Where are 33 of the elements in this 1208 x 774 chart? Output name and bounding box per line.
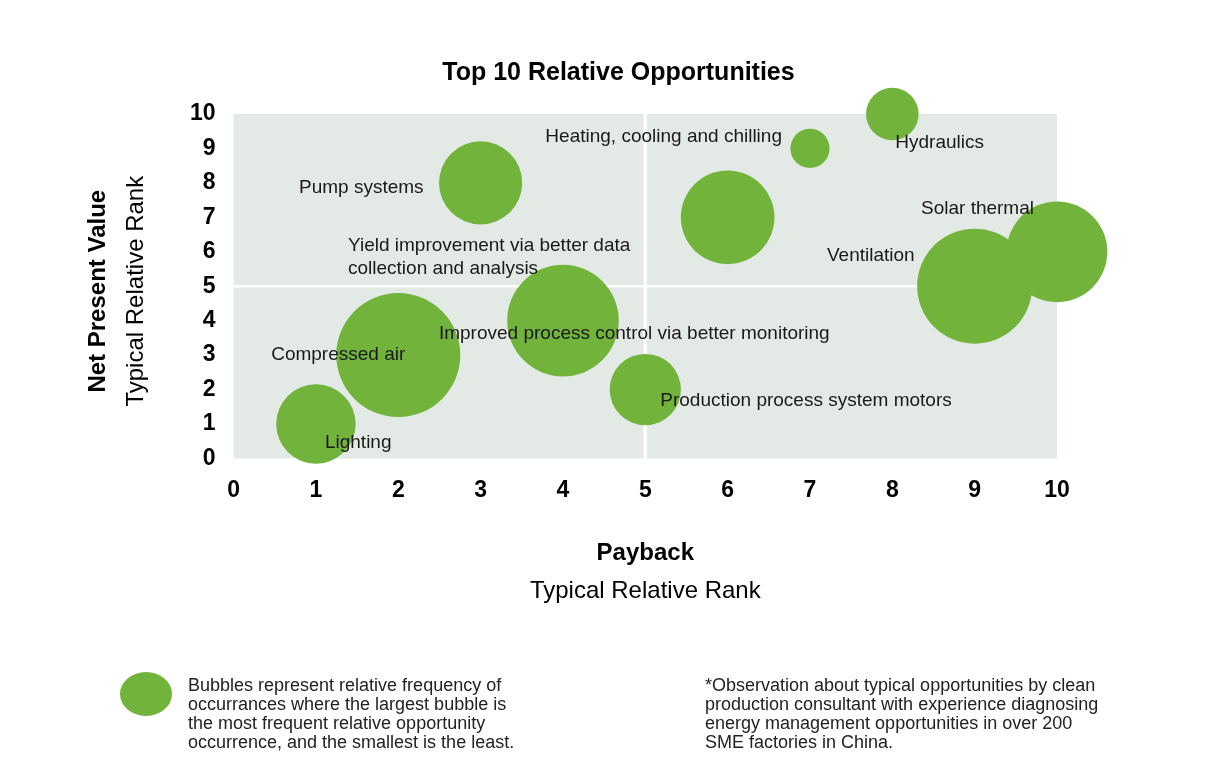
x-tick-label: 2 (391, 475, 405, 502)
y-tick-label: 10 (189, 99, 216, 126)
y-axis-title: Net Present Value Typical Relative Rank (83, 174, 149, 407)
x-tick-label: 6 (721, 475, 735, 502)
chart-title: Top 10 Relative Opportunities (442, 56, 795, 85)
x-tick-label: 0 (227, 475, 240, 502)
y-tick-label: 7 (202, 202, 216, 229)
y-tick-label: 0 (202, 443, 216, 470)
text: *Observation about typical opportunities by clean production consultant with experience diagnosing energy management opportunities in over 200 SME factories in China. (705, 675, 1100, 752)
x-tick-label: 5 (638, 475, 652, 502)
y-tick-label: 1 (202, 409, 216, 436)
y-tick-label: 8 (202, 168, 216, 195)
annotation: Pump systems (299, 176, 424, 198)
x-tick-label: 10 (1044, 475, 1070, 502)
y-tick-label: 4 (202, 305, 216, 332)
x-tick-label: 7 (803, 475, 817, 502)
annotation: Hydraulics (895, 131, 985, 153)
y-tick-label: 6 (202, 237, 216, 264)
x-tick-label: 3 (474, 475, 488, 502)
x-tick-label: 8 (885, 475, 899, 502)
annotation: Solar thermal (921, 196, 1034, 218)
x-axis-title: Payback Typical Relative Rank (529, 538, 762, 604)
text: Bubbles represent relative frequency of occurrances where the largest bubble is the most frequent relative opportunity occurrence, and the smallest is the least. (188, 675, 516, 752)
y-tick-label: 3 (202, 340, 216, 367)
y-tick-label: 9 (202, 133, 216, 160)
x-tick-label: 4 (556, 475, 570, 502)
annotation: Ventilation (827, 244, 915, 266)
y-tick-label: 5 (202, 271, 216, 298)
annotation: Yield improvement via better data collection and analysis (348, 234, 631, 279)
annotation: Heating, cooling and chilling (545, 124, 782, 146)
x-tick-label: 9 (968, 475, 982, 502)
x-tick-label: 1 (309, 475, 323, 502)
y-tick-label: 2 (202, 374, 216, 401)
